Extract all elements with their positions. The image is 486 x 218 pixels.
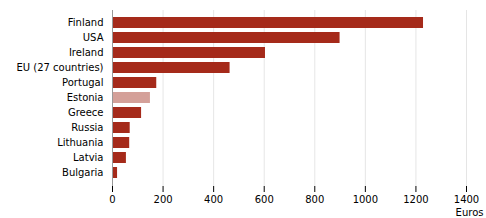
svg-text:Latvia: Latvia [73,152,103,163]
svg-text:Bulgaria: Bulgaria [62,167,103,178]
svg-text:Russia: Russia [71,122,103,133]
svg-text:600: 600 [255,194,274,205]
svg-text:200: 200 [154,194,173,205]
svg-text:1000: 1000 [353,194,378,205]
svg-text:Portugal: Portugal [62,77,103,88]
svg-text:EU (27 countries): EU (27 countries) [17,62,104,73]
svg-text:Ireland: Ireland [69,47,104,58]
svg-text:1400: 1400 [454,194,479,205]
svg-text:400: 400 [204,194,223,205]
svg-text:800: 800 [305,194,324,205]
svg-text:USA: USA [83,32,104,43]
svg-text:1200: 1200 [403,194,428,205]
svg-text:Finland: Finland [68,17,104,28]
svg-text:Greece: Greece [68,107,104,118]
svg-text:0: 0 [109,194,115,205]
svg-text:Euros: Euros [456,207,484,218]
svg-text:Estonia: Estonia [67,92,104,103]
svg-text:Lithuania: Lithuania [57,137,103,148]
